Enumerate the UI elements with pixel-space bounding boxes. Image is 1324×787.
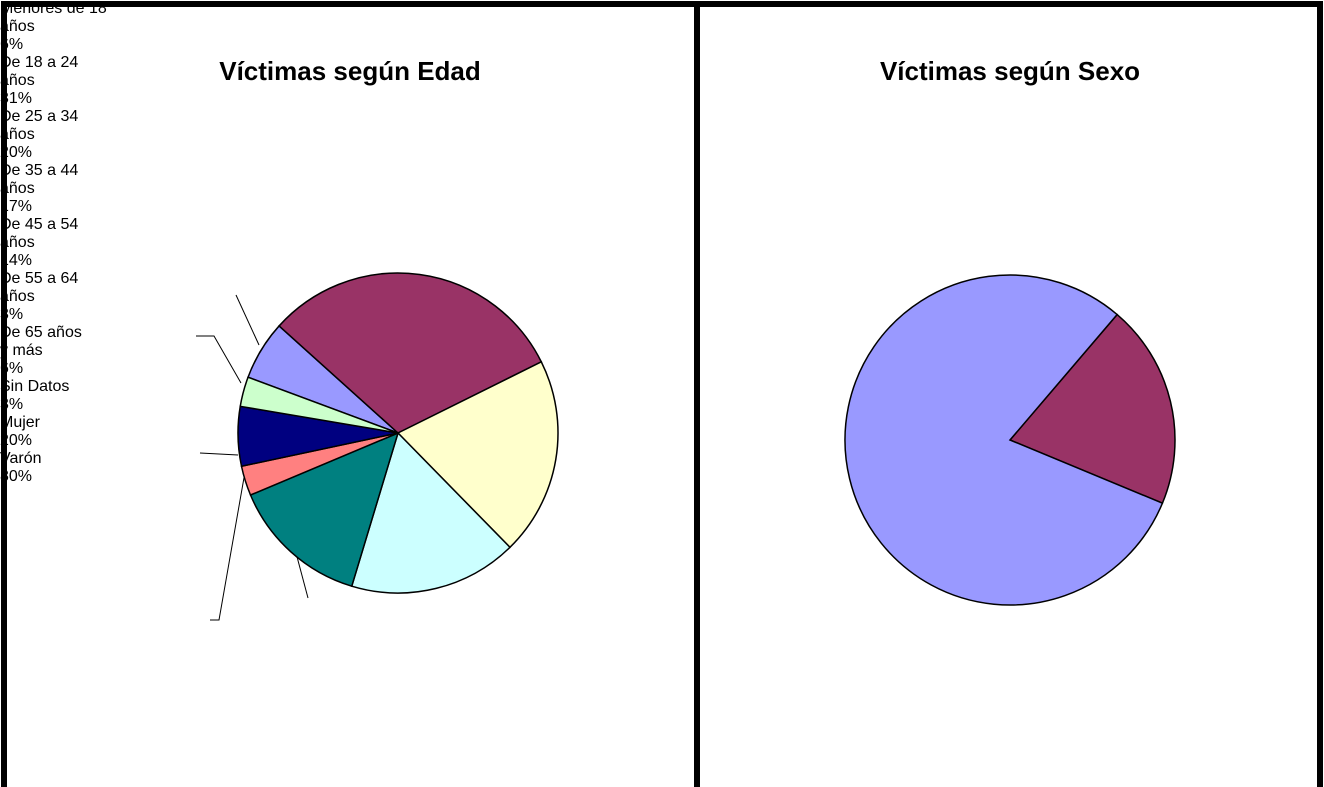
pie-slice	[396, 360, 559, 549]
value-label: 31%	[0, 90, 33, 107]
category-label: De 55 a 64 años	[0, 270, 79, 305]
category-label: Varón	[0, 450, 42, 467]
value-label: 17%	[0, 198, 33, 215]
pie-slice	[249, 431, 400, 588]
chart-title: Víctimas según Edad	[219, 56, 481, 86]
pie-slice	[1008, 313, 1176, 505]
category-label: De 65 años y más	[0, 324, 82, 359]
category-label: De 35 a 44 años	[0, 162, 79, 197]
slice-label: De 35 a 44 años 17%	[0, 162, 100, 216]
value-label: 14%	[0, 252, 33, 269]
pie-slice	[844, 274, 1164, 606]
value-label: 80%	[0, 468, 33, 485]
chart-title: Víctimas según Sexo	[879, 56, 1141, 86]
category-label: De 18 a 24 años	[0, 54, 79, 89]
slice-label: Mujer 20%	[0, 414, 100, 450]
category-label: De 25 a 34 años	[0, 108, 79, 143]
category-label: Mujer	[0, 414, 41, 431]
category-label: Sin Datos	[0, 378, 70, 395]
pie-slice	[350, 431, 512, 594]
value-label: 20%	[0, 432, 33, 449]
slice-label: De 45 a 54 años 14%	[0, 216, 100, 270]
leader-lines	[196, 294, 309, 621]
slice-label: Varón 80%	[0, 450, 100, 486]
value-label: 20%	[0, 144, 33, 161]
pie-slice	[239, 376, 399, 434]
slice-label: De 25 a 34 años 20%	[0, 108, 100, 162]
pie-slice	[278, 272, 543, 434]
category-label: De 45 a 54 años	[0, 216, 79, 251]
slice-label: De 18 a 24 años 31%	[0, 54, 100, 108]
